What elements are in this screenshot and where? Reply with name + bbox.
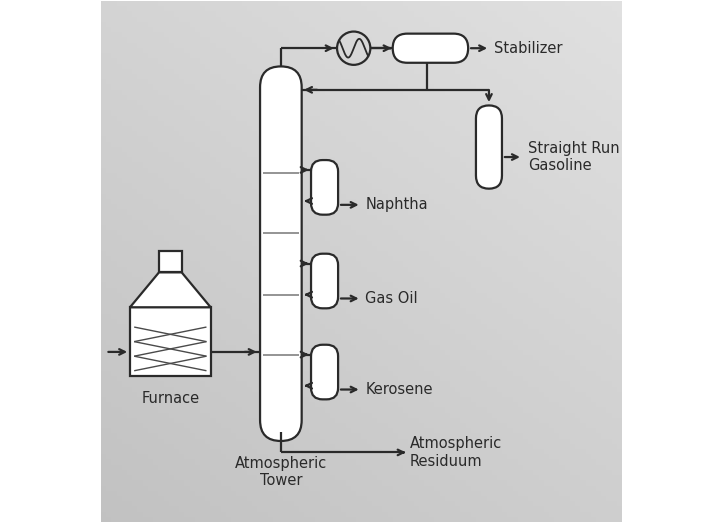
FancyBboxPatch shape xyxy=(311,345,338,400)
Polygon shape xyxy=(159,251,181,272)
Polygon shape xyxy=(130,308,210,376)
Text: Stabilizer: Stabilizer xyxy=(494,41,562,56)
Text: Atmospheric
Residuum: Atmospheric Residuum xyxy=(410,436,502,469)
Text: Straight Run
Gasoline: Straight Run Gasoline xyxy=(528,141,620,173)
Text: Naphtha: Naphtha xyxy=(365,197,428,212)
FancyBboxPatch shape xyxy=(311,254,338,309)
FancyBboxPatch shape xyxy=(311,160,338,214)
FancyBboxPatch shape xyxy=(476,106,502,189)
Text: Furnace: Furnace xyxy=(141,391,200,405)
Polygon shape xyxy=(130,272,210,308)
Text: Kerosene: Kerosene xyxy=(365,382,432,397)
Text: Gas Oil: Gas Oil xyxy=(365,291,418,306)
FancyBboxPatch shape xyxy=(260,66,301,441)
FancyBboxPatch shape xyxy=(393,33,469,63)
Text: Atmospheric
Tower: Atmospheric Tower xyxy=(235,456,327,488)
